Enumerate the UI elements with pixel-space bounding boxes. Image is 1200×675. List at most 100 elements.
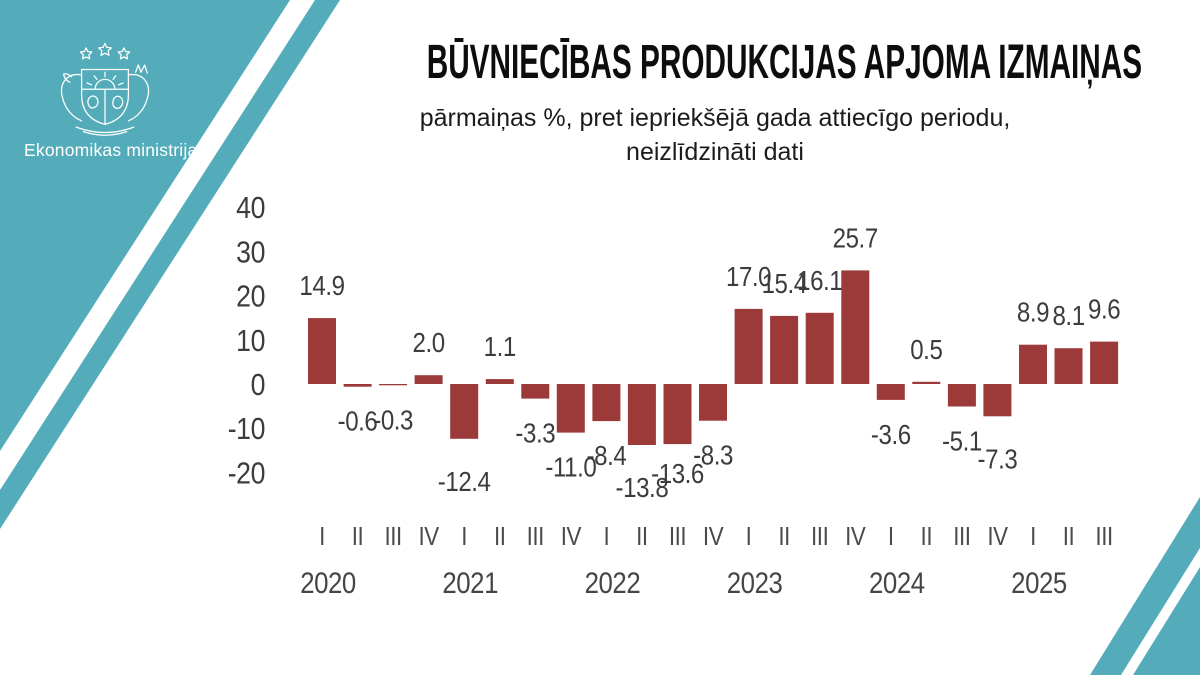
- bar-value-label: -3.6: [871, 418, 911, 450]
- bar-2024-IV: [983, 384, 1012, 417]
- griffin-figure: [112, 95, 124, 109]
- y-axis-tick-label: 20: [236, 280, 265, 314]
- shield-partition: [80, 88, 130, 126]
- page-subtitle: pārmaiņas %, pret iepriekšējā gada attie…: [250, 102, 1180, 170]
- bar-value-label: -13.8: [616, 471, 669, 503]
- bar-value-label: 0.5: [910, 333, 942, 365]
- x-axis-quarter-label: III: [811, 522, 828, 551]
- bar-value-label: 17.0: [726, 260, 771, 292]
- griffin-supporter: [127, 64, 150, 122]
- bar-value-label: -13.6: [651, 457, 704, 489]
- x-axis-quarter-label: I: [1030, 522, 1036, 551]
- bar-2020-IV: [414, 375, 443, 384]
- y-axis-tick-label: 30: [236, 236, 265, 270]
- bar-value-label: 8.1: [1052, 299, 1084, 331]
- x-axis-year-label: 2023: [727, 566, 783, 599]
- bar-2024-II: [912, 381, 941, 384]
- y-axis-tick-label: 0: [251, 368, 265, 402]
- bar-value-label: -8.4: [587, 439, 627, 471]
- bar-2023-IV: [841, 270, 870, 384]
- bar-value-label: -11.0: [545, 451, 596, 483]
- y-axis-tick-label: 40: [236, 191, 265, 225]
- bar-value-label: 1.1: [484, 330, 516, 362]
- bar-chart: 40 30 20 10 0 -10 -20 14.9 I -0.6 II -0.3 III 2.0 IV -1…: [225, 185, 1155, 625]
- bar-2023-III: [805, 312, 834, 384]
- x-axis-quarter-label: II: [636, 522, 648, 551]
- bar-value-label: 25.7: [833, 222, 878, 254]
- y-axis-tick-label: -20: [228, 457, 265, 491]
- x-axis-quarter-label: I: [461, 522, 467, 551]
- x-axis-quarter-label: III: [384, 522, 401, 551]
- bar-2021-II: [485, 379, 514, 384]
- bar-chart-svg: 403020100-10-2014.9I-0.6II-0.3III2.0IV-1…: [228, 191, 1121, 599]
- bar-2023-II: [770, 315, 799, 384]
- x-axis-quarter-label: I: [888, 522, 894, 551]
- bar-2021-III: [521, 384, 550, 399]
- x-axis-quarter-label: II: [778, 522, 790, 551]
- decor-bottom-right-band: [1090, 497, 1200, 675]
- x-axis-quarter-label: III: [1095, 522, 1112, 551]
- bar-2020-I: [308, 318, 336, 384]
- x-axis-quarter-label: II: [494, 522, 506, 551]
- star-icon: [79, 47, 93, 60]
- bar-2021-I: [450, 384, 479, 439]
- x-axis-year-label: 2024: [869, 566, 925, 599]
- x-axis-year-label: 2021: [442, 566, 498, 599]
- x-axis-quarter-label: III: [527, 522, 544, 551]
- bar-value-label: -5.1: [942, 425, 982, 457]
- bar-value-label: 2.0: [413, 326, 445, 358]
- subtitle-line-2: neizlīdzināti dati: [626, 138, 804, 167]
- bar-2022-III: [663, 384, 692, 445]
- bar-value-label: 15.4: [762, 267, 807, 299]
- star-icon: [117, 47, 131, 60]
- lion-supporter: [60, 73, 83, 122]
- lion-figure: [87, 95, 99, 109]
- bar-2025-I: [1019, 344, 1047, 384]
- y-axis-tick-label: -10: [228, 412, 265, 446]
- bar-value-label: 16.1: [797, 264, 842, 296]
- x-axis-quarter-label: III: [669, 522, 686, 551]
- bar-value-label: -12.4: [438, 465, 491, 497]
- bar-2021-IV: [556, 384, 585, 433]
- bar-2020-III: [379, 384, 408, 386]
- x-axis-quarter-label: II: [352, 522, 364, 551]
- coat-of-arms: [60, 42, 150, 136]
- x-axis-quarter-label: IV: [561, 522, 582, 551]
- header: BŪVNIECĪBAS PRODUKCIJAS APJOMA IZMAIŅAS …: [250, 36, 1180, 170]
- x-axis-quarter-label: II: [921, 522, 933, 551]
- bar-2023-I: [734, 308, 763, 384]
- bar-value-label: -0.6: [338, 405, 378, 437]
- star-icon: [98, 42, 112, 56]
- x-axis-quarter-label: IV: [987, 522, 1008, 551]
- x-axis-quarter-label: III: [953, 522, 970, 551]
- x-axis-year-label: 2020: [300, 566, 356, 599]
- decor-top-left-main: [0, 0, 290, 451]
- decor-top-left-sliver: [0, 0, 340, 529]
- ministry-name: Ekonomikas ministrija: [24, 140, 198, 160]
- decor-bottom-right-main: [1133, 567, 1200, 675]
- bar-2025-III: [1090, 341, 1119, 384]
- bar-2020-II: [343, 384, 372, 387]
- x-axis-quarter-label: IV: [419, 522, 440, 551]
- x-axis-quarter-label: I: [746, 522, 752, 551]
- bar-2024-I: [876, 384, 905, 400]
- subtitle-line-1: pārmaiņas %, pret iepriekšējā gada attie…: [419, 104, 1011, 133]
- x-axis-quarter-label: I: [604, 522, 610, 551]
- sun: [94, 78, 116, 90]
- bar-value-label: 14.9: [299, 269, 344, 301]
- bar-value-label: 8.9: [1017, 296, 1049, 328]
- bar-value-label: -3.3: [515, 417, 555, 449]
- bar-value-label: 9.6: [1088, 293, 1120, 325]
- bar-2022-I: [592, 384, 621, 422]
- bar-2022-IV: [699, 384, 727, 421]
- bar-2022-II: [627, 384, 656, 445]
- x-axis-quarter-label: IV: [703, 522, 724, 551]
- x-axis-year-label: 2022: [585, 566, 641, 599]
- bar-2024-III: [947, 384, 976, 407]
- x-axis-quarter-label: I: [319, 522, 325, 551]
- x-axis-year-label: 2025: [1011, 566, 1067, 599]
- page-title: BŪVNIECĪBAS PRODUKCIJAS APJOMA IZMAIŅAS: [426, 36, 1143, 89]
- y-axis-tick-label: 10: [236, 324, 265, 358]
- sun-rays: [86, 71, 124, 86]
